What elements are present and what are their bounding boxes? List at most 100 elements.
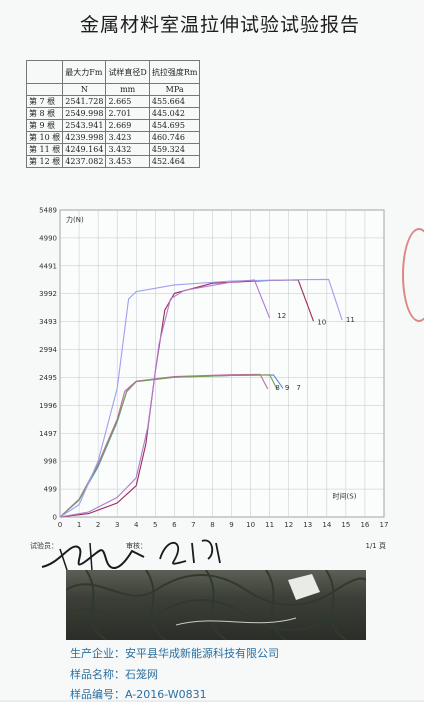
curve-label: 7 bbox=[296, 384, 300, 392]
unit-cell: MPa bbox=[148, 83, 201, 96]
curve-label: 9 bbox=[285, 384, 289, 392]
chart-svg: 5489499044913992349329942495199614979984… bbox=[39, 207, 389, 530]
rm-cell: 455.664 bbox=[148, 95, 201, 108]
row-label: 第 9 根 bbox=[25, 119, 64, 132]
x-tick-label: 4 bbox=[134, 521, 139, 529]
reviewer-label: 审核： bbox=[126, 542, 147, 550]
table-header-cell bbox=[25, 60, 64, 84]
table-header-row: 最大力Fm 试样直径D 抗拉强度Rm bbox=[25, 60, 201, 84]
sample-number-value: A-2016-W0831 bbox=[125, 688, 207, 701]
sample-name-value: 石笼网 bbox=[125, 668, 158, 681]
table-row: 第 10 根 4239.998 3.423 460.746 bbox=[25, 131, 201, 144]
x-tick-label: 3 bbox=[115, 521, 119, 529]
x-tick-label: 11 bbox=[265, 521, 274, 529]
table-units-row: N mm MPa bbox=[25, 83, 201, 96]
sample-name-line: 样品名称：石笼网 bbox=[70, 666, 158, 682]
curve-label: 8 bbox=[275, 384, 279, 392]
x-tick-label: 14 bbox=[322, 521, 331, 529]
x-tick-label: 2 bbox=[96, 521, 100, 529]
y-tick-label: 2495 bbox=[39, 374, 57, 382]
rm-cell: 452.464 bbox=[148, 155, 201, 168]
x-tick-label: 6 bbox=[172, 521, 177, 529]
table-header-cell: 试样直径D bbox=[105, 60, 150, 84]
unit-cell: mm bbox=[105, 83, 150, 96]
row-label: 第 7 根 bbox=[25, 95, 64, 108]
manufacturer-line: 生产企业：安平县华成新能源科技有限公司 bbox=[70, 645, 279, 661]
table-row: 第 9 根 2543.941 2.669 454.695 bbox=[25, 119, 201, 132]
signature-row: 试验员： 审核： 1/1 頁 bbox=[30, 537, 410, 577]
fm-cell: 2549.998 bbox=[62, 107, 107, 120]
x-tick-label: 17 bbox=[380, 521, 389, 529]
y-tick-label: 3493 bbox=[39, 318, 57, 326]
y-tick-label: 1497 bbox=[39, 430, 57, 438]
rm-cell: 460.746 bbox=[148, 131, 201, 144]
sample-number-label: 样品编号： bbox=[70, 688, 125, 701]
row-label: 第 11 根 bbox=[25, 143, 64, 156]
operator-signature bbox=[41, 542, 145, 574]
x-tick-label: 9 bbox=[229, 521, 233, 529]
sample-number-line: 样品编号：A-2016-W0831 bbox=[70, 686, 207, 702]
table-row: 第 11 根 4249.164 3.432 459.324 bbox=[25, 143, 201, 156]
table-header-cell: 抗拉强度Rm bbox=[148, 60, 201, 84]
row-label: 第 12 根 bbox=[25, 155, 64, 168]
curve-label: 10 bbox=[317, 319, 326, 327]
y-tick-label: 499 bbox=[44, 486, 57, 494]
row-label: 第 10 根 bbox=[25, 131, 64, 144]
series-line-11 bbox=[59, 278, 343, 518]
sample-photo bbox=[66, 570, 366, 640]
report-title: 金属材料室温拉伸试验试验报告 bbox=[79, 14, 360, 36]
y-tick-label: 5489 bbox=[39, 207, 57, 215]
diameter-cell: 3.423 bbox=[105, 131, 150, 144]
y-tick-label: 0 bbox=[53, 514, 57, 522]
x-tick-label: 0 bbox=[58, 521, 62, 529]
row-label: 第 8 根 bbox=[25, 107, 64, 120]
y-tick-label: 2994 bbox=[39, 346, 57, 354]
rm-cell: 454.695 bbox=[148, 119, 201, 132]
table-header-cell: 最大力Fm bbox=[62, 60, 107, 84]
rm-cell: 445.042 bbox=[148, 107, 201, 120]
fm-cell: 4239.998 bbox=[62, 131, 107, 144]
x-tick-label: 7 bbox=[191, 521, 195, 529]
unit-cell bbox=[25, 83, 64, 96]
fm-cell: 4249.164 bbox=[62, 143, 107, 156]
x-tick-label: 12 bbox=[284, 521, 293, 529]
x-tick-label: 16 bbox=[360, 521, 369, 529]
fm-cell: 2541.728 bbox=[62, 95, 107, 108]
y-tick-label: 998 bbox=[44, 458, 57, 466]
fm-cell: 2543.941 bbox=[62, 119, 107, 132]
operator-label: 试验员： bbox=[30, 542, 58, 550]
x-tick-label: 8 bbox=[210, 521, 214, 529]
plot-area bbox=[59, 209, 385, 518]
y-tick-label: 3992 bbox=[39, 290, 57, 298]
tensile-chart: 5489 4990 4491 3992 3493 2994 2495 1996 1497 998 4… bbox=[34, 202, 396, 540]
manufacturer-label: 生产企业： bbox=[70, 647, 125, 660]
diameter-cell: 2.669 bbox=[105, 119, 150, 132]
unit-cell: N bbox=[62, 83, 107, 96]
diameter-cell: 2.665 bbox=[105, 95, 150, 108]
sample-name-label: 样品名称： bbox=[70, 668, 125, 681]
y-axis-label: 力(N) bbox=[66, 215, 84, 224]
x-tick-label: 1 bbox=[77, 521, 81, 529]
y-tick-label: 4491 bbox=[39, 262, 57, 270]
curve-label: 11 bbox=[346, 316, 355, 324]
x-tick-label: 13 bbox=[303, 521, 312, 529]
x-tick-label: 5 bbox=[153, 521, 157, 529]
y-tick-label: 4990 bbox=[39, 234, 57, 242]
page-indicator: 1/1 頁 bbox=[365, 542, 387, 550]
diameter-cell: 2.701 bbox=[105, 107, 150, 120]
rm-cell: 459.324 bbox=[148, 143, 201, 156]
gabion-mesh-image bbox=[66, 570, 366, 640]
table-row: 第 7 根 2541.728 2.665 455.664 bbox=[25, 95, 201, 108]
x-tick-label: 10 bbox=[246, 521, 255, 529]
series-line-12 bbox=[59, 279, 271, 518]
x-tick-label: 15 bbox=[341, 521, 350, 529]
seal-stamp-edge bbox=[402, 228, 424, 322]
fm-cell: 4237.082 bbox=[62, 155, 107, 168]
y-tick-label: 1996 bbox=[39, 402, 57, 410]
diameter-cell: 3.453 bbox=[105, 155, 150, 168]
curve-label: 12 bbox=[277, 312, 286, 320]
table-row: 第 8 根 2549.998 2.701 445.042 bbox=[25, 107, 201, 120]
manufacturer-value: 安平县华成新能源科技有限公司 bbox=[125, 647, 279, 660]
diameter-cell: 3.432 bbox=[105, 143, 150, 156]
